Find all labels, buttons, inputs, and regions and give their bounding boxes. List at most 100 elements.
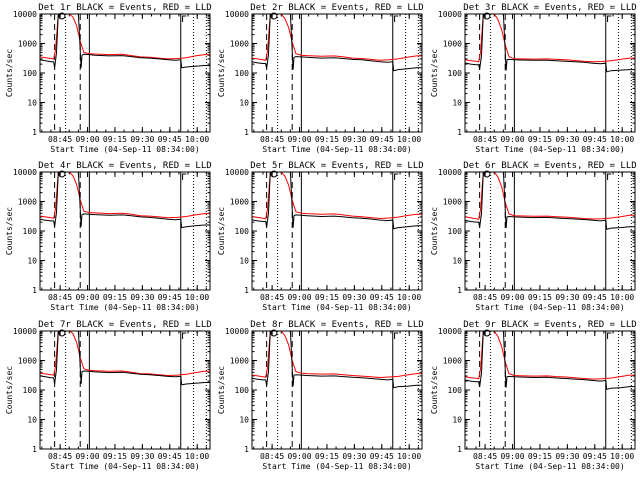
panel-det-9r: Det 9r BLACK = Events, RED = LLD Counts/s… xyxy=(430,320,637,471)
y-tick-label: 1 xyxy=(244,128,249,137)
x-tick-label: 10:00 xyxy=(397,293,421,302)
series-events-line xyxy=(465,14,635,73)
y-tick-label: 10000 xyxy=(438,168,462,177)
y-tick-label: 10000 xyxy=(13,168,37,177)
y-axis-label: Counts/sec xyxy=(217,366,226,414)
series-events-line xyxy=(252,172,422,230)
y-tick-label: 1 xyxy=(457,128,462,137)
x-tick-label: 09:45 xyxy=(370,452,394,461)
x-tick-label: 09:30 xyxy=(555,452,579,461)
series-lld-line xyxy=(252,331,422,379)
y-tick-label: 100 xyxy=(235,69,250,78)
x-tick-label: 09:00 xyxy=(75,452,99,461)
y-axis-label: Counts/sec xyxy=(430,49,439,97)
x-tick-label: 09:45 xyxy=(370,293,394,302)
x-tick-label: 08:45 xyxy=(473,293,497,302)
y-tick-label: 10 xyxy=(452,257,462,266)
x-tick-label: 10:00 xyxy=(185,452,209,461)
y-tick-label: 10000 xyxy=(13,10,37,19)
series-events-line xyxy=(465,331,635,391)
y-tick-label: 10 xyxy=(239,416,249,425)
x-axis-label: Start Time (04-Sep-11 08:34:00) xyxy=(262,462,411,471)
flag-bracket xyxy=(182,15,187,22)
y-tick-label: 10000 xyxy=(13,327,37,336)
y-tick-label: 100 xyxy=(23,386,38,395)
y-tick-label: 10000 xyxy=(438,10,462,19)
plot-frame xyxy=(39,171,211,291)
y-tick-label: 1000 xyxy=(18,357,37,366)
x-tick-label: 08:45 xyxy=(48,293,72,302)
y-axis-label: Counts/sec xyxy=(5,49,14,97)
flag-bracket xyxy=(607,15,612,22)
panel-det-5r: Det 5r BLACK = Events, RED = LLD Counts/s… xyxy=(217,161,424,312)
series-events-line xyxy=(40,172,210,229)
flag-circle xyxy=(483,170,491,178)
x-tick-label: 09:30 xyxy=(130,135,154,144)
y-tick-label: 100 xyxy=(448,227,463,236)
series-events-line xyxy=(40,14,210,69)
x-tick-label: 08:45 xyxy=(473,135,497,144)
x-axis-label: Start Time (04-Sep-11 08:34:00) xyxy=(475,303,624,312)
x-tick-label: 09:45 xyxy=(583,293,607,302)
x-tick-label: 10:00 xyxy=(610,135,634,144)
x-tick-label: 09:30 xyxy=(555,293,579,302)
x-tick-label: 09:45 xyxy=(158,452,182,461)
y-tick-label: 10 xyxy=(452,99,462,108)
panel-title: Det 2r BLACK = Events, RED = LLD xyxy=(250,3,423,13)
x-axis-label: Start Time (04-Sep-11 08:34:00) xyxy=(50,145,199,154)
flag-bracket xyxy=(394,332,399,339)
y-tick-label: 100 xyxy=(235,386,250,395)
y-tick-label: 1 xyxy=(457,445,462,454)
series-lld-line xyxy=(40,172,210,219)
flag-circle xyxy=(58,170,66,178)
y-tick-label: 1000 xyxy=(443,40,462,49)
y-tick-label: 100 xyxy=(235,227,250,236)
y-tick-label: 1000 xyxy=(230,357,249,366)
y-tick-label: 1 xyxy=(32,128,37,137)
panel-title: Det 4r BLACK = Events, RED = LLD xyxy=(38,161,211,171)
x-tick-label: 09:45 xyxy=(370,135,394,144)
flag-circle xyxy=(270,329,278,337)
x-tick-label: 08:45 xyxy=(48,135,72,144)
x-tick-label: 09:45 xyxy=(158,135,182,144)
y-tick-label: 10 xyxy=(27,416,37,425)
panel-det-7r: Det 7r BLACK = Events, RED = LLD Counts/s… xyxy=(5,320,212,471)
x-tick-label: 09:00 xyxy=(287,293,311,302)
series-lld-line xyxy=(465,331,635,380)
flag-bracket xyxy=(394,15,399,22)
x-tick-label: 09:30 xyxy=(555,135,579,144)
x-tick-label: 08:45 xyxy=(260,293,284,302)
series-events-line xyxy=(252,331,422,389)
y-tick-label: 100 xyxy=(23,69,38,78)
plot-frame xyxy=(251,330,423,450)
series-events-line xyxy=(252,14,422,72)
y-tick-label: 10 xyxy=(239,99,249,108)
series-lld-line xyxy=(252,172,422,220)
panel-det-3r: Det 3r BLACK = Events, RED = LLD Counts/s… xyxy=(430,3,637,154)
x-tick-label: 09:00 xyxy=(75,293,99,302)
panel-title: Det 5r BLACK = Events, RED = LLD xyxy=(250,161,423,171)
x-tick-label: 09:15 xyxy=(528,293,552,302)
y-tick-label: 10000 xyxy=(438,327,462,336)
flag-bracket xyxy=(394,173,399,180)
x-tick-label: 08:45 xyxy=(260,135,284,144)
series-lld-line xyxy=(252,14,422,61)
x-tick-label: 10:00 xyxy=(610,452,634,461)
y-tick-label: 1 xyxy=(32,286,37,295)
flag-circle xyxy=(483,329,491,337)
y-tick-label: 100 xyxy=(448,69,463,78)
panel-title: Det 9r BLACK = Events, RED = LLD xyxy=(463,320,636,330)
panel-title: Det 8r BLACK = Events, RED = LLD xyxy=(250,320,423,330)
x-tick-label: 09:30 xyxy=(342,452,366,461)
flag-bracket xyxy=(182,173,187,180)
plot-frame xyxy=(251,13,423,133)
plot-frame xyxy=(251,171,423,291)
y-tick-label: 1 xyxy=(32,445,37,454)
y-axis-label: Counts/sec xyxy=(430,207,439,255)
y-tick-label: 1000 xyxy=(443,198,462,207)
series-lld-line xyxy=(40,331,210,377)
x-tick-label: 10:00 xyxy=(185,293,209,302)
panel-det-8r: Det 8r BLACK = Events, RED = LLD Counts/s… xyxy=(217,320,424,471)
x-tick-label: 09:15 xyxy=(528,135,552,144)
